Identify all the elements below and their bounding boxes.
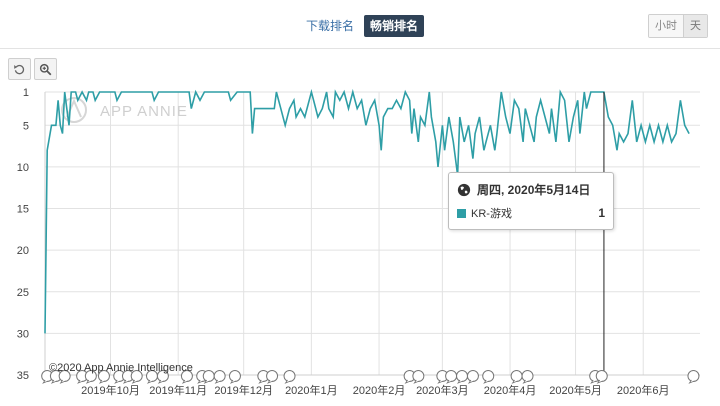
event-marker[interactable] — [58, 370, 71, 384]
x-tick-label: 2020年5月 — [549, 383, 602, 397]
event-marker[interactable] — [521, 370, 534, 384]
x-tick-label: 2020年1月 — [285, 383, 338, 397]
event-marker[interactable] — [180, 370, 193, 384]
event-marker[interactable] — [156, 370, 169, 384]
tab-grossing-rank[interactable]: 畅销排名 — [364, 15, 425, 37]
event-marker[interactable] — [41, 370, 54, 384]
y-tick-label: 5 — [23, 120, 29, 132]
event-marker[interactable] — [412, 370, 425, 384]
tooltip-series-value: 1 — [598, 206, 605, 220]
y-tick-label: 10 — [17, 162, 29, 174]
event-marker[interactable] — [403, 370, 416, 384]
globe-icon — [457, 183, 471, 196]
event-marker[interactable] — [445, 370, 458, 384]
watermark: APP ANNIE — [61, 97, 188, 123]
event-marker[interactable] — [595, 370, 608, 384]
series-line-kr-games — [44, 88, 690, 334]
x-tick-label: 2019年12月 — [214, 383, 273, 397]
x-tick-label: 2019年11月 — [149, 383, 207, 397]
y-tick-label: 35 — [17, 370, 29, 382]
event-marker[interactable] — [130, 370, 143, 384]
y-tick-label: 25 — [17, 287, 29, 299]
event-marker[interactable] — [456, 370, 469, 384]
y-tick-label: 20 — [17, 245, 29, 257]
event-marker[interactable] — [283, 370, 296, 384]
header-divider — [0, 48, 720, 49]
y-tick-label: 1 — [23, 87, 29, 99]
granularity-toggle: 小时 天 — [648, 14, 708, 38]
event-marker[interactable] — [266, 370, 279, 384]
event-marker[interactable] — [687, 370, 700, 384]
copyright-text: ©2020 App Annie Intelligence — [49, 362, 193, 374]
zoom-in-icon — [39, 63, 52, 75]
zoom-button[interactable] — [34, 58, 57, 80]
x-tick-label: 2020年6月 — [617, 383, 670, 397]
granularity-day-button[interactable]: 天 — [683, 15, 707, 37]
tooltip-header: 周四, 2020年5月14日 — [457, 181, 590, 198]
tooltip-series-row: KR-游戏 1 — [457, 205, 605, 221]
rank-type-tabs: 下载排名 畅销排名 — [300, 15, 425, 37]
chart-tooltip: 周四, 2020年5月14日 KR-游戏 1 — [448, 172, 614, 230]
event-marker[interactable] — [97, 370, 110, 384]
event-marker[interactable] — [510, 370, 523, 384]
tooltip-series-swatch — [457, 208, 466, 218]
event-marker[interactable] — [466, 370, 479, 384]
x-tick-label: 2019年10月 — [81, 383, 140, 397]
granularity-hour-button[interactable]: 小时 — [649, 15, 683, 37]
event-marker[interactable] — [49, 370, 62, 384]
y-tick-label: 15 — [17, 204, 29, 216]
watermark-text: APP ANNIE — [100, 103, 188, 120]
undo-icon — [14, 64, 25, 74]
y-tick-label: 30 — [17, 328, 29, 340]
event-marker[interactable] — [482, 370, 495, 384]
x-tick-label: 2020年3月 — [416, 383, 469, 397]
x-tick-label: 2020年4月 — [484, 383, 537, 397]
reset-zoom-button[interactable] — [8, 58, 31, 80]
x-tick-label: 2020年2月 — [353, 383, 406, 397]
event-marker[interactable] — [213, 370, 226, 384]
tooltip-series-name: KR-游戏 — [471, 208, 512, 220]
event-marker[interactable] — [228, 370, 241, 384]
tooltip-date: 周四, 2020年5月14日 — [477, 183, 591, 197]
event-marker[interactable] — [84, 370, 97, 384]
tab-downloads-rank[interactable]: 下载排名 — [306, 19, 355, 33]
event-marker[interactable] — [76, 370, 89, 384]
